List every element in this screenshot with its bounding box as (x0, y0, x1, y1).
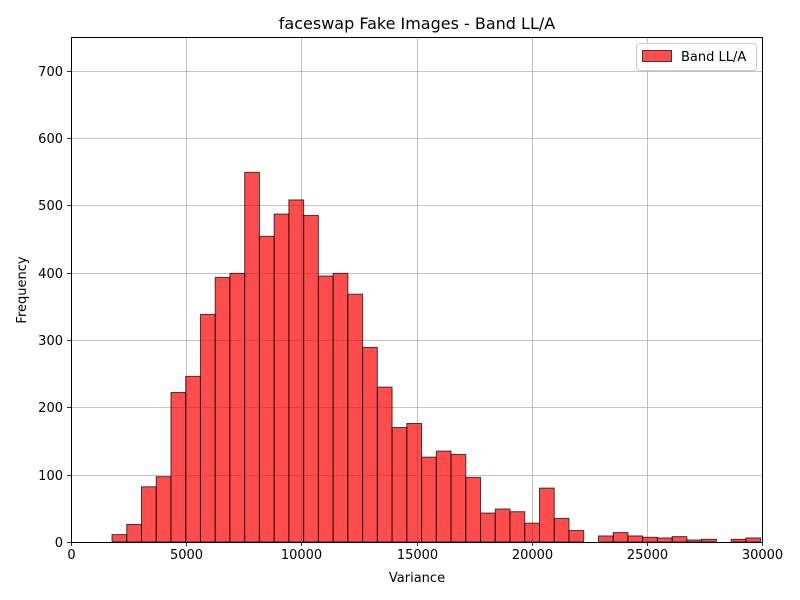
y-tick-label: 100 (38, 469, 63, 484)
histogram-bar (140, 486, 157, 543)
x-tick-label: 5000 (170, 548, 203, 563)
histogram-bar (155, 476, 172, 543)
y-tick-label: 500 (38, 199, 63, 214)
histogram-bar (612, 532, 629, 543)
histogram-bar (465, 476, 482, 543)
histogram-bar (199, 313, 216, 543)
histogram-bar (701, 538, 717, 543)
histogram-bar (347, 293, 364, 543)
y-tick-label: 200 (38, 401, 63, 416)
histogram-bar (656, 537, 673, 543)
histogram-bar (303, 214, 319, 543)
y-tick-label: 400 (38, 267, 63, 282)
histogram-bar (745, 537, 762, 543)
legend-swatch (642, 50, 672, 62)
histogram-bar (642, 536, 658, 543)
histogram-bar (170, 392, 187, 543)
x-axis-label: Variance (389, 571, 445, 586)
histogram-bar (494, 508, 511, 543)
y-axis-label: Frequency (15, 256, 30, 323)
histogram-bar (273, 213, 290, 543)
x-tick-label: 15000 (397, 548, 438, 563)
histogram-bar (480, 512, 496, 543)
y-tick-label: 300 (38, 334, 63, 349)
histogram-bar (244, 171, 260, 543)
histogram-bar (229, 272, 246, 543)
histogram-bar (627, 535, 644, 543)
histogram-bar (317, 275, 334, 543)
histogram-bar (671, 536, 688, 543)
histogram-bar (332, 272, 349, 543)
histogram-bar (686, 539, 703, 543)
histogram-bar (391, 427, 408, 543)
histogram-bar (111, 534, 128, 543)
x-tick-label: 25000 (627, 548, 668, 563)
histogram-bar (362, 346, 378, 543)
histogram-bar (450, 453, 467, 543)
x-tick-label: 10000 (281, 548, 322, 563)
histogram-bar (597, 535, 614, 543)
plot-frame (71, 37, 763, 543)
x-tick-label: 30000 (742, 548, 783, 563)
histogram-bar (524, 522, 540, 543)
histogram-bar (421, 456, 437, 543)
y-tick-label: 600 (38, 132, 63, 147)
histogram-bar (406, 422, 423, 543)
histogram-bars (111, 171, 762, 543)
histogram-bar (435, 450, 452, 543)
legend: Band LL/A (636, 43, 757, 71)
histogram-bar (538, 487, 555, 543)
y-tick-label: 0 (55, 536, 63, 551)
histogram-bar (126, 523, 142, 543)
histogram-bar (258, 235, 275, 543)
chart-title: faceswap Fake Images - Band LL/A (279, 14, 555, 33)
histogram-bar (568, 530, 585, 543)
histogram-bar (730, 538, 747, 543)
histogram-bar (288, 199, 305, 543)
histogram-bar (214, 276, 231, 543)
legend-label: Band LL/A (681, 50, 746, 65)
histogram-bar (553, 517, 570, 543)
axis-ticks: 0 5000 10000 15000 20000 25000 30000 0 100 200 300… (38, 65, 783, 563)
histogram-bar (509, 511, 526, 543)
y-tick-label: 700 (38, 65, 63, 80)
histogram-bar (185, 375, 201, 543)
histogram-bar (376, 386, 393, 543)
x-tick-label: 20000 (512, 548, 553, 563)
x-tick-label: 0 (67, 548, 75, 563)
